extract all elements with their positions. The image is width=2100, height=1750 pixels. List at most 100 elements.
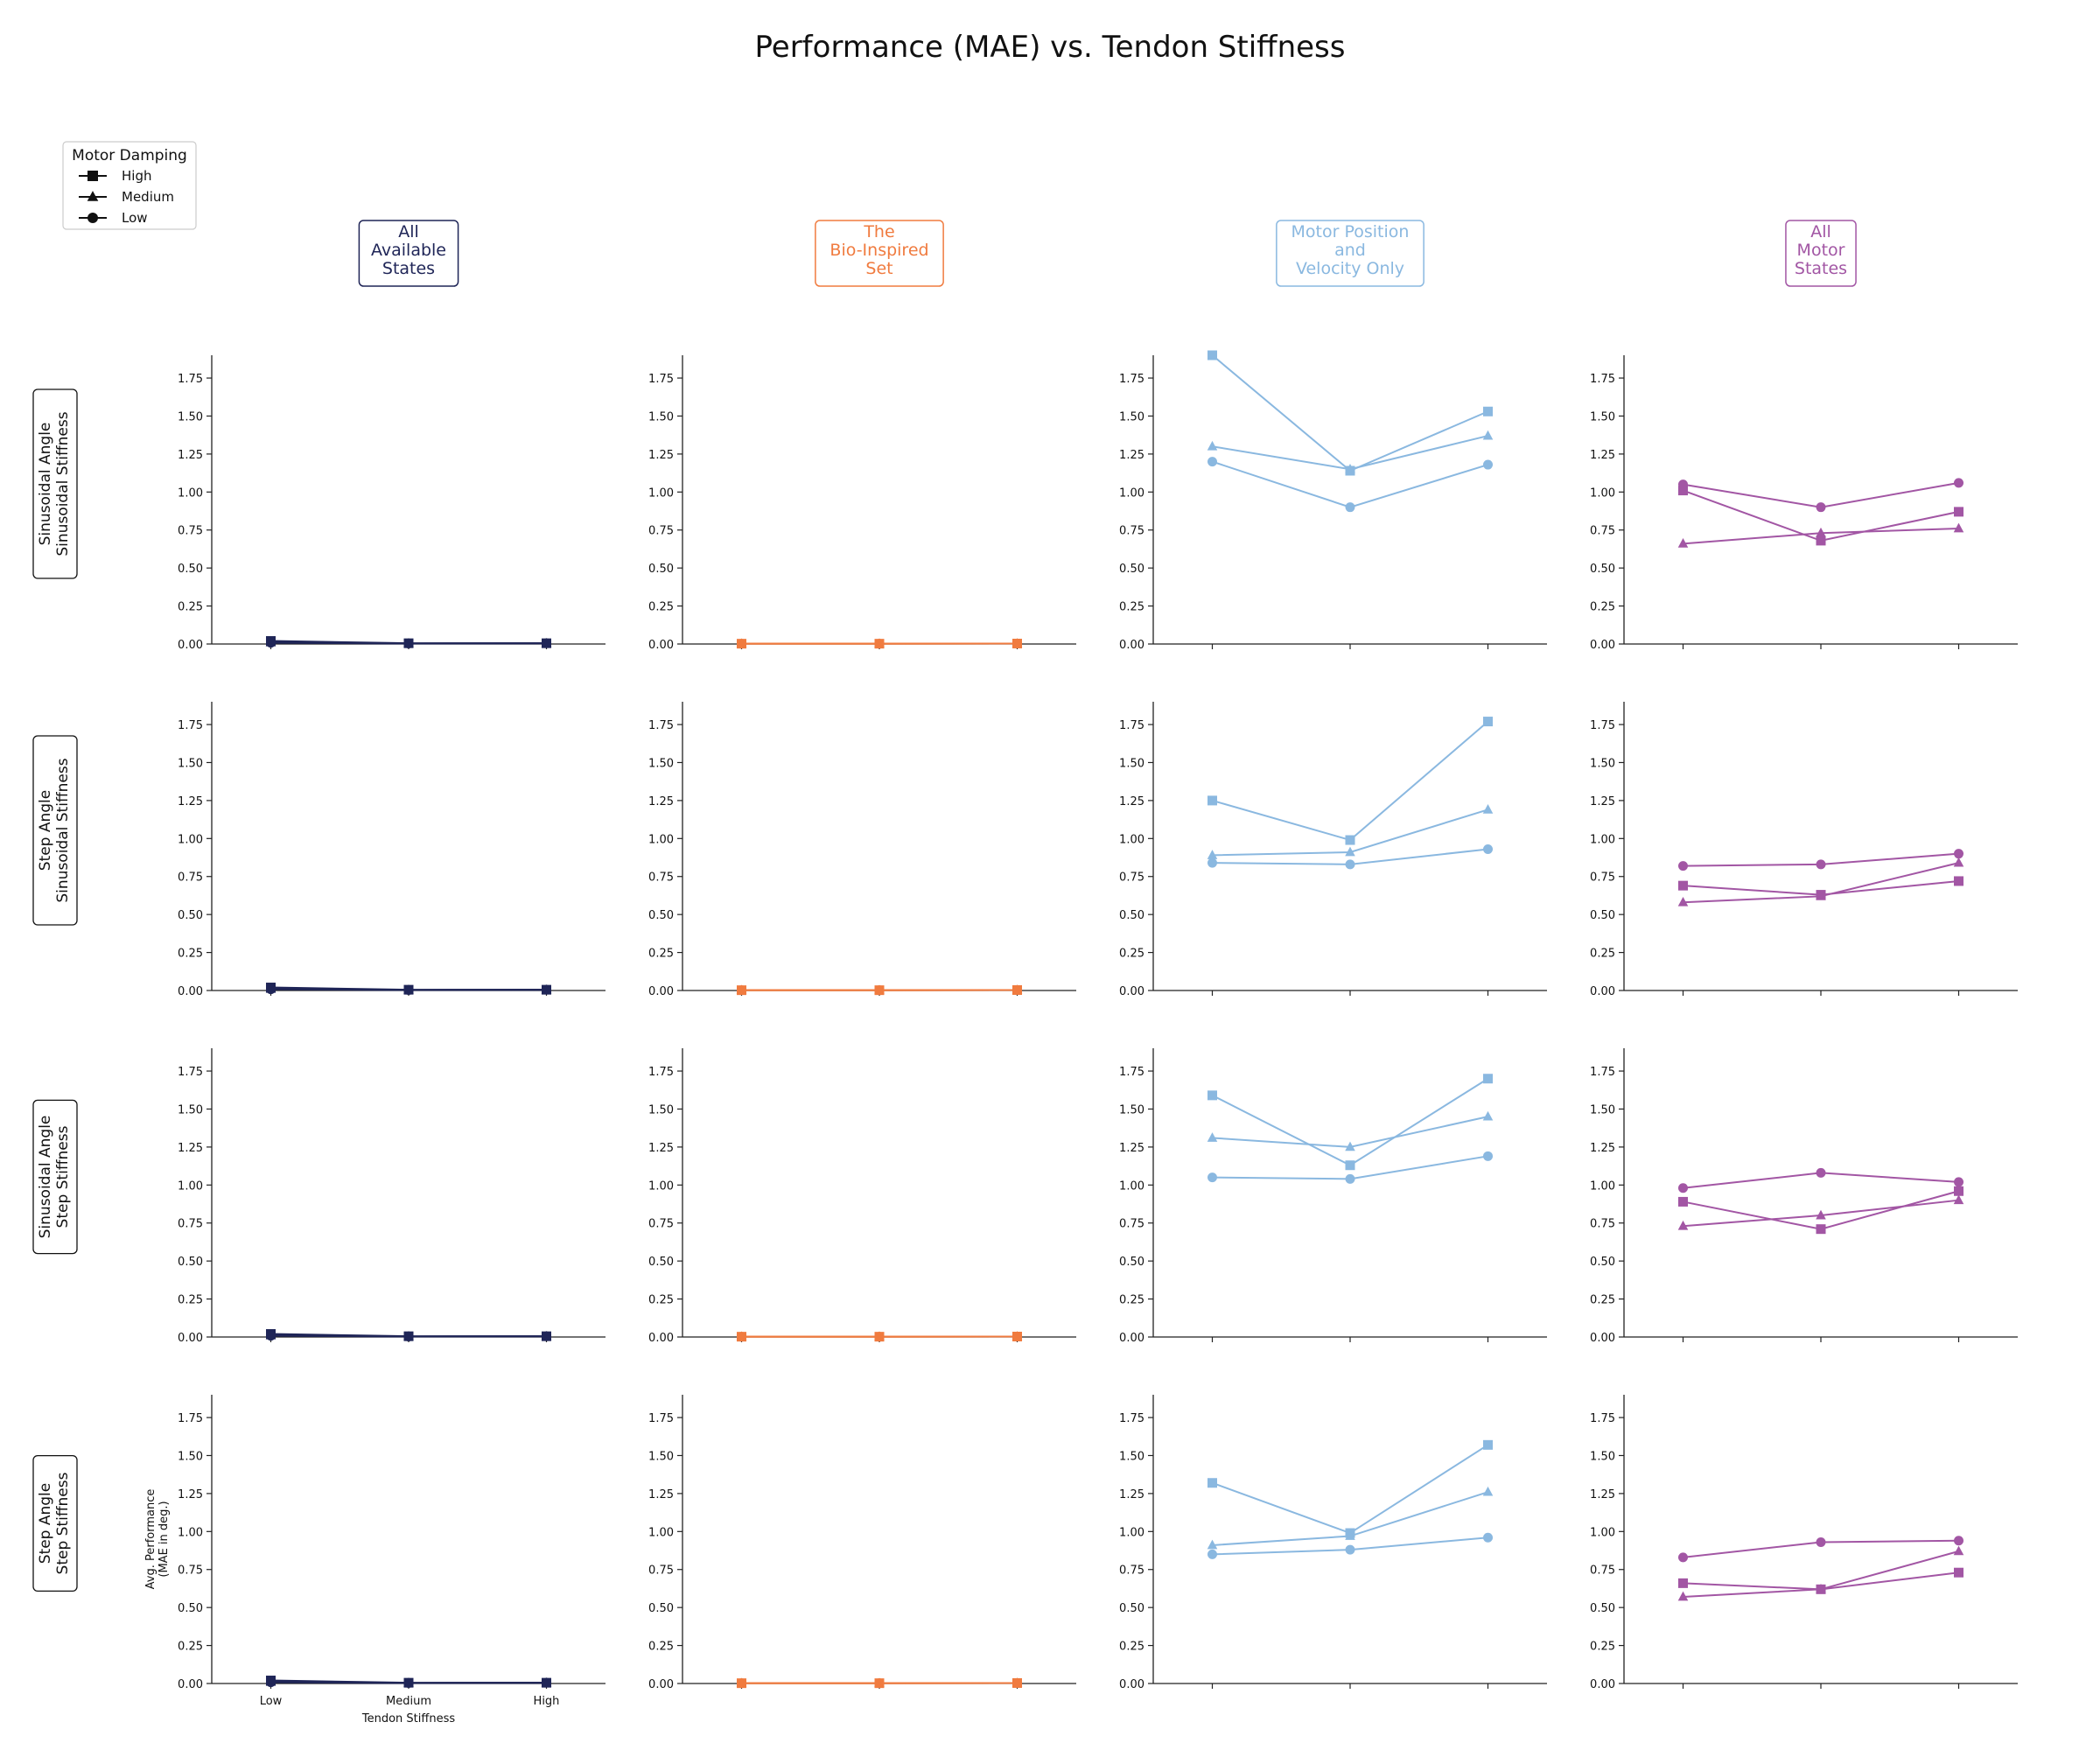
y-tick-label: 0.00 xyxy=(648,1332,674,1345)
y-tick-label: 0.75 xyxy=(1590,872,1615,885)
data-point-low xyxy=(542,1677,551,1688)
y-tick-label: 1.50 xyxy=(178,1103,203,1116)
data-point-medium xyxy=(1345,846,1355,857)
y-tick-label: 1.50 xyxy=(648,757,674,770)
y-tick-label: 0.00 xyxy=(1119,1332,1144,1345)
y-tick-label: 0.25 xyxy=(648,948,674,961)
data-point-low xyxy=(1208,858,1217,868)
data-point-low xyxy=(1954,1177,1964,1187)
y-tick-label: 0.75 xyxy=(1590,1218,1615,1231)
legend-marker-square xyxy=(88,171,98,181)
y-tick-label: 1.75 xyxy=(1119,1412,1144,1425)
y-tick-label: 0.00 xyxy=(1119,1678,1144,1691)
y-tick-label: 0.50 xyxy=(648,1256,674,1269)
data-point-low xyxy=(1954,1536,1964,1546)
data-point-high xyxy=(1345,1160,1355,1171)
panel-r3-c3: 0.00 0.25 0.50 0.75 1.00 1.25 1.50 1.75 xyxy=(1119,1048,1547,1345)
y-tick-label: 1.00 xyxy=(1119,1180,1144,1193)
figure-title: Performance (MAE) vs. Tendon Stiffness xyxy=(754,30,1345,65)
y-tick-label: 1.00 xyxy=(178,1526,203,1539)
y-tick-label: 0.00 xyxy=(648,985,674,998)
data-point-high xyxy=(1208,1090,1217,1101)
data-point-low xyxy=(266,638,276,648)
y-tick-label: 1.50 xyxy=(1590,410,1615,424)
data-point-low xyxy=(542,1331,551,1341)
y-tick-label: 0.75 xyxy=(648,525,674,538)
y-tick-label: 0.75 xyxy=(1590,525,1615,538)
data-point-high xyxy=(1208,350,1217,360)
data-point-low xyxy=(1678,1183,1688,1194)
column-header-label: Velocity Only xyxy=(1296,259,1404,278)
column-header-label: Motor xyxy=(1797,241,1845,260)
column-header-label: Motor Position xyxy=(1292,222,1410,242)
data-point-low xyxy=(1954,849,1964,859)
row-header-label: Step Stiffness xyxy=(54,1125,72,1228)
y-tick-label: 0.25 xyxy=(1590,1294,1615,1307)
y-tick-label: 0.50 xyxy=(1119,1256,1144,1269)
y-tick-label: 1.25 xyxy=(1119,1142,1144,1155)
data-point-high xyxy=(1816,1224,1826,1235)
data-point-medium xyxy=(1207,440,1218,451)
x-axis-label: Tendon Stiffness xyxy=(361,1712,455,1726)
y-tick-label: 1.50 xyxy=(648,1450,674,1463)
y-tick-label: 0.50 xyxy=(178,1256,203,1269)
data-point-low xyxy=(266,1677,276,1688)
y-tick-label: 1.25 xyxy=(178,1142,203,1155)
data-point-medium xyxy=(1953,522,1964,533)
y-tick-label: 0.25 xyxy=(648,1294,674,1307)
y-tick-label: 0.00 xyxy=(178,1678,203,1691)
row-header-frame xyxy=(32,735,78,926)
legend: Motor Damping High Medium Low xyxy=(62,141,197,230)
panel-r2-c4: 0.00 0.25 0.50 0.75 1.00 1.25 1.50 1.75 xyxy=(1590,702,2018,998)
y-tick-label: 0.00 xyxy=(178,985,203,998)
y-tick-label: 1.75 xyxy=(1590,1066,1615,1079)
row-header-label: Step Angle xyxy=(37,790,54,872)
y-tick-label: 0.00 xyxy=(1590,1332,1615,1345)
column-header-label: All xyxy=(398,222,419,242)
y-tick-label: 1.75 xyxy=(178,1066,203,1079)
data-point-high xyxy=(1483,406,1493,416)
y-tick-label: 0.00 xyxy=(1119,639,1144,652)
row-header-label: Sinusoidal Angle xyxy=(37,1116,54,1239)
data-point-high xyxy=(1678,1578,1688,1588)
y-tick-label: 1.50 xyxy=(178,410,203,424)
column-header-label: Bio-Inspired xyxy=(830,241,928,260)
y-tick-label: 0.50 xyxy=(1119,1602,1144,1615)
data-point-medium xyxy=(1816,1583,1826,1593)
panel-r2-c2: 0.00 0.25 0.50 0.75 1.00 1.25 1.50 1.75 xyxy=(648,702,1076,998)
data-point-high xyxy=(1345,835,1355,845)
y-tick-label: 0.75 xyxy=(648,1564,674,1578)
column-header-frame xyxy=(815,220,944,287)
y-tick-label: 0.25 xyxy=(1590,1641,1615,1654)
data-point-low xyxy=(542,638,551,648)
y-tick-label: 1.00 xyxy=(178,833,203,846)
series-line-high xyxy=(1212,1077,1489,1166)
y-tick-label: 0.50 xyxy=(648,563,674,576)
data-point-high xyxy=(1954,1186,1964,1196)
data-point-low xyxy=(1483,459,1493,470)
data-point-medium xyxy=(1953,857,1964,867)
panel-r4-c1: 0.00 0.25 0.50 0.75 1.00 1.25 1.50 1.75 Low Mediu… xyxy=(144,1395,606,1726)
y-tick-label: 1.25 xyxy=(1119,1488,1144,1502)
row-header: Sinusoidal Angle Sinusoidal Stiffness xyxy=(32,388,78,579)
y-tick-label: 0.00 xyxy=(178,1332,203,1345)
y-tick-label: 0.00 xyxy=(1119,985,1144,998)
legend-title: Motor Damping xyxy=(72,147,187,164)
panel-r1-c1: 0.00 0.25 0.50 0.75 1.00 1.25 1.50 1.75 xyxy=(178,355,606,652)
y-tick-label: 0.75 xyxy=(1119,872,1144,885)
panel-r4-c4: 0.00 0.25 0.50 0.75 1.00 1.25 1.50 1.75 xyxy=(1590,1395,2018,1691)
y-tick-label: 1.25 xyxy=(1590,1488,1615,1502)
y-tick-label: 0.25 xyxy=(178,948,203,961)
panel-r3-c2: 0.00 0.25 0.50 0.75 1.00 1.25 1.50 1.75 xyxy=(648,1048,1076,1345)
y-tick-label: 0.25 xyxy=(648,1641,674,1654)
x-tick-label: Low xyxy=(260,1695,283,1708)
y-tick-label: 1.25 xyxy=(1119,795,1144,808)
y-tick-label: 1.75 xyxy=(648,1412,674,1425)
legend-marker-circle xyxy=(88,213,98,223)
data-point-low xyxy=(266,984,276,995)
data-point-medium xyxy=(1816,1209,1826,1220)
y-tick-label: 0.75 xyxy=(1119,1564,1144,1578)
column-headers: AllAvailableStatesTheBio-InspiredSetMoto… xyxy=(358,220,1857,287)
data-point-medium xyxy=(1345,1141,1355,1152)
data-point-high xyxy=(1678,880,1688,891)
